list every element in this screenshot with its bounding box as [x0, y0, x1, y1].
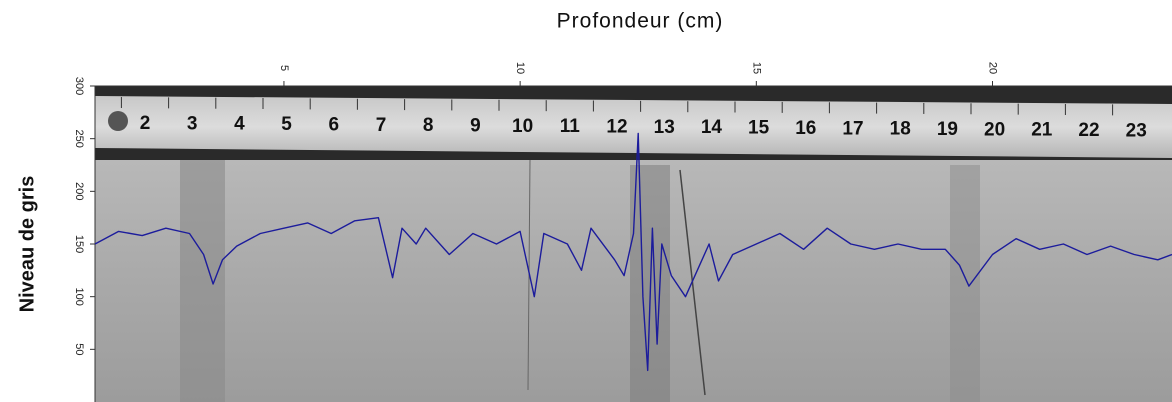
ruler-label: 2 [140, 113, 151, 134]
ruler-label: 9 [470, 115, 481, 136]
ruler-label: 13 [654, 117, 675, 138]
ruler-label: 20 [984, 119, 1005, 140]
y-axis-label: Niveau de gris [16, 176, 38, 313]
ruler-label: 7 [376, 115, 387, 136]
y-tick-label: 50 [73, 343, 85, 355]
ruler-label: 22 [1078, 120, 1099, 141]
x-tick-label: 5 [278, 65, 290, 71]
ruler-label: 16 [795, 118, 816, 139]
ruler-label: 18 [890, 119, 911, 140]
ruler-label: 4 [234, 114, 245, 135]
ruler: 2 3 4 5 6 7 8 9 10 11 12 13 14 15 16 17 18 19 20 21 22 23 [120, 97, 1147, 141]
ruler-label: 15 [748, 118, 770, 139]
y-tick-label: 200 [73, 182, 85, 200]
y-tick-label: 150 [73, 235, 85, 253]
ruler-label: 8 [423, 115, 434, 136]
ruler-label: 11 [560, 116, 581, 137]
ruler-label: 17 [842, 118, 863, 139]
x-tick-label: 15 [750, 62, 762, 74]
y-tick-label: 300 [73, 77, 85, 95]
chart-title: Profondeur (cm) [557, 10, 724, 33]
ruler-label: 5 [281, 114, 292, 135]
x-tick-label: 20 [987, 62, 999, 74]
ruler-label: 10 [512, 116, 533, 137]
ruler-label: 3 [187, 113, 198, 134]
ruler-label: 19 [937, 119, 958, 140]
ruler-label: 12 [606, 117, 627, 138]
data-line [94, 132, 1172, 372]
ruler-label: 14 [701, 117, 723, 138]
y-tick-label: 100 [73, 287, 85, 305]
ruler-label: 6 [329, 114, 340, 135]
ruler-label: 23 [1126, 120, 1147, 141]
ruler-label: 21 [1031, 120, 1053, 141]
core-photo [95, 86, 1172, 402]
y-tick-label: 250 [73, 129, 85, 147]
x-tick-label: 10 [514, 62, 526, 74]
